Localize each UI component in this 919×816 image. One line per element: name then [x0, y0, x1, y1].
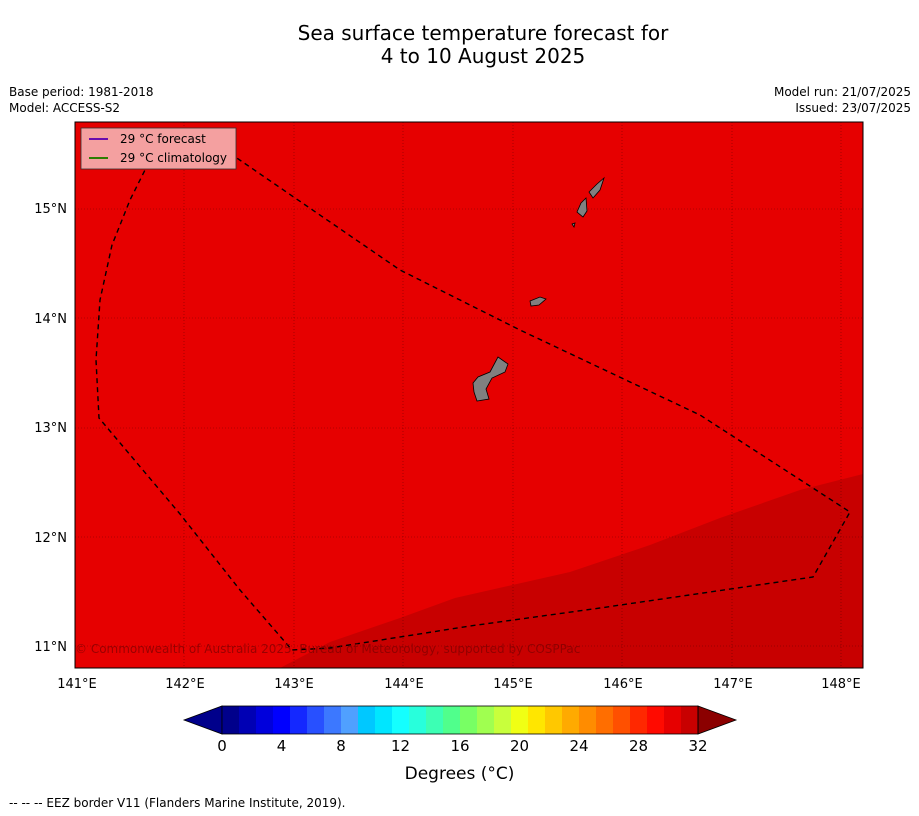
model-name: Model: ACCESS-S2 — [9, 101, 121, 115]
colorbar-segment — [511, 706, 529, 734]
colorbar-segment — [273, 706, 291, 734]
lon-tick-147: 147°E — [713, 677, 753, 692]
colorbar-segment — [358, 706, 376, 734]
model-run: Model run: 21/07/2025 — [773, 85, 911, 99]
cb-tick-24: 24 — [569, 737, 588, 755]
eez-border — [95, 142, 851, 651]
legend-forecast-label: 29 °C forecast — [120, 132, 206, 146]
colorbar-segment — [290, 706, 308, 734]
map-frame — [74, 121, 864, 669]
rota-island — [529, 296, 547, 307]
lon-tick-144: 144°E — [384, 677, 424, 692]
colorbar-segment — [579, 706, 597, 734]
colorbar-segment — [256, 706, 274, 734]
colorbar-segment — [375, 706, 393, 734]
cb-tick-8: 8 — [336, 737, 346, 755]
lat-tick-15: 15°N — [34, 202, 67, 217]
colorbar-segment — [426, 706, 444, 734]
lat-tick-13: 13°N — [34, 421, 67, 436]
title-line-2: 4 to 10 August 2025 — [380, 44, 586, 68]
cb-tick-4: 4 — [277, 737, 287, 755]
colorbar-segment — [460, 706, 478, 734]
colorbar-segment — [392, 706, 410, 734]
issued-date: Issued: 23/07/2025 — [795, 101, 911, 115]
colorbar-segment — [307, 706, 325, 734]
cb-tick-16: 16 — [450, 737, 469, 755]
colorbar-segment — [443, 706, 461, 734]
eez-footnote: -- -- -- EEZ border V11 (Flanders Marine… — [9, 796, 346, 810]
lon-tick-148: 148°E — [821, 677, 861, 692]
aguijan-island — [571, 222, 576, 228]
colorbar-low-extension — [182, 705, 223, 735]
colorbar-segment — [239, 706, 257, 734]
lon-tick-142: 142°E — [165, 677, 205, 692]
lon-tick-145: 145°E — [493, 677, 533, 692]
lat-tick-11: 11°N — [34, 640, 67, 655]
base-period: Base period: 1981-2018 — [9, 85, 154, 99]
colorbar-segment — [341, 706, 359, 734]
tinian-island — [576, 197, 588, 218]
colorbar-segment — [477, 706, 495, 734]
map-legend: 29 °C forecast 29 °C climatology — [80, 127, 237, 170]
colorbar-segment — [324, 706, 342, 734]
guam-island — [472, 356, 509, 402]
lon-tick-141: 141°E — [57, 677, 97, 692]
colorbar: 0 4 8 12 16 20 24 28 32 — [182, 705, 738, 755]
colorbar-segment — [596, 706, 614, 734]
colorbar-segment — [613, 706, 631, 734]
cb-tick-28: 28 — [629, 737, 648, 755]
colorbar-segment — [562, 706, 580, 734]
colorbar-segment — [545, 706, 563, 734]
colorbar-segment — [528, 706, 546, 734]
colorbar-high-extension — [697, 705, 738, 735]
lon-tick-labels: 141°E 142°E 143°E 144°E 145°E 146°E 147°… — [57, 677, 861, 692]
islands — [472, 176, 605, 402]
colorbar-segments — [222, 706, 699, 734]
colorbar-segment — [409, 706, 427, 734]
meta-left: Base period: 1981-2018 Model: ACCESS-S2 — [9, 84, 154, 116]
cb-tick-0: 0 — [217, 737, 227, 755]
lon-tick-146: 146°E — [603, 677, 643, 692]
colorbar-segment — [647, 706, 665, 734]
map-gridlines — [75, 122, 863, 668]
meta-right: Model run: 21/07/2025 Issued: 23/07/2025 — [774, 84, 911, 116]
saipan-island — [588, 176, 605, 199]
colorbar-label: Degrees (°C) — [404, 764, 515, 784]
colorbar-segment — [494, 706, 512, 734]
cb-tick-32: 32 — [688, 737, 707, 755]
colorbar-segment — [222, 706, 240, 734]
colorbar-segment — [630, 706, 648, 734]
cb-tick-12: 12 — [391, 737, 410, 755]
lat-tick-14: 14°N — [34, 312, 67, 327]
warm-sst-region — [280, 474, 863, 668]
colorbar-segment — [664, 706, 682, 734]
title-line-1: Sea surface temperature forecast for — [297, 21, 669, 45]
colorbar-tick-labels: 0 4 8 12 16 20 24 28 32 — [217, 737, 707, 755]
legend-box — [80, 127, 237, 170]
lon-tick-143: 143°E — [274, 677, 314, 692]
copyright-text: © Commonwealth of Australia 2025, Bureau… — [75, 642, 580, 656]
chart-title: Sea surface temperature forecast for 4 t… — [0, 22, 919, 68]
lat-tick-12: 12°N — [34, 531, 67, 546]
lat-tick-labels: 15°N 14°N 13°N 12°N 11°N — [34, 202, 67, 655]
colorbar-segment — [681, 706, 699, 734]
legend-climatology-label: 29 °C climatology — [120, 151, 227, 165]
colorbar-frame — [221, 705, 699, 735]
cb-tick-20: 20 — [510, 737, 529, 755]
